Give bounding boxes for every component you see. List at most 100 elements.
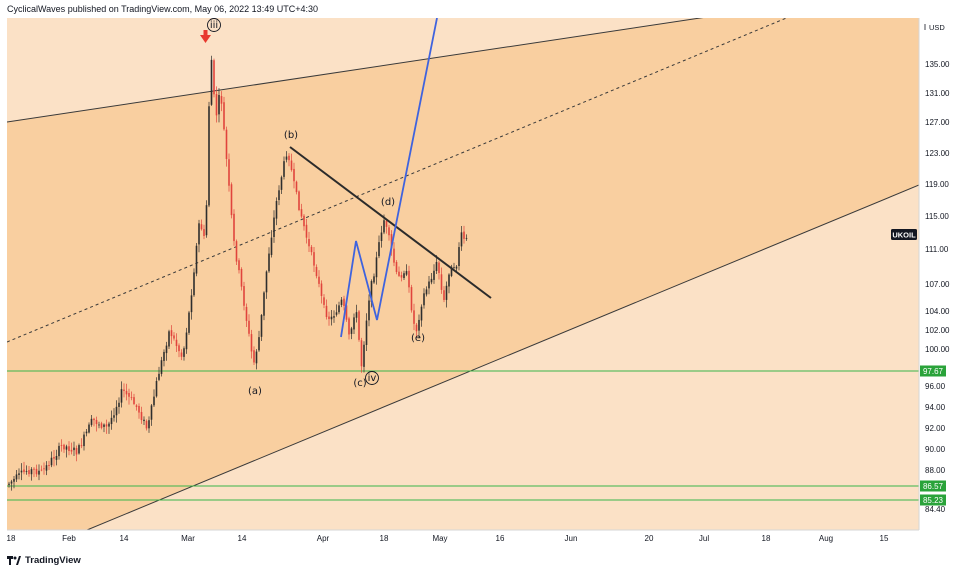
- candles: [8, 55, 468, 491]
- candle-body: [50, 457, 53, 466]
- candle-body: [453, 267, 455, 268]
- candle-body: [245, 306, 248, 321]
- candle-body: [138, 405, 140, 413]
- candle-body: [23, 469, 25, 473]
- candle-body: [218, 95, 220, 115]
- candle-body: [75, 448, 78, 455]
- candle-body: [293, 168, 295, 182]
- publish-date: May 06, 2022 13:49 UTC+4:30: [194, 4, 318, 14]
- candle-body: [33, 468, 35, 470]
- candle-body: [448, 274, 450, 287]
- candle-body: [438, 262, 440, 274]
- candle-body: [313, 252, 315, 266]
- y-tick-label: 100.00: [925, 345, 950, 354]
- x-tick-label: Jul: [699, 534, 709, 543]
- candle-body: [178, 345, 180, 352]
- wave-label: (c): [353, 378, 366, 389]
- candle-body: [253, 350, 255, 363]
- candle-body: [240, 268, 243, 287]
- candle-body: [428, 281, 430, 289]
- candle-body: [108, 423, 110, 427]
- time-axis[interactable]: 18 Feb 14 Mar 14 Apr 18 May 16 Jun 20 Jul 18 Aug 15: [7, 534, 889, 543]
- candle-body: [230, 184, 233, 216]
- candle-body: [13, 478, 15, 482]
- candle-body: [233, 213, 235, 242]
- candle-body: [338, 305, 340, 313]
- candle-body: [335, 312, 338, 315]
- candle-body: [370, 281, 373, 302]
- candle-body: [95, 419, 98, 425]
- candle-body: [190, 295, 193, 313]
- x-tick-label: 18: [7, 534, 16, 543]
- price-axis[interactable]: 135.00 131.00 127.00 123.00 119.00 115.00 111.…: [925, 60, 950, 514]
- candle-body: [390, 234, 393, 249]
- wave-label: (b): [284, 130, 298, 141]
- symbol-label: UKOIL: [892, 230, 916, 239]
- candle-body: [420, 306, 423, 321]
- y-tick-label: 88.00: [925, 466, 946, 475]
- candle-body: [345, 305, 348, 320]
- candle-body: [43, 468, 45, 470]
- candle-body: [163, 351, 165, 361]
- candle-body: [238, 260, 240, 271]
- candle-body: [423, 293, 425, 306]
- candle-body: [8, 483, 10, 485]
- candle-body: [155, 380, 158, 397]
- candle-body: [248, 320, 250, 334]
- candle-body: [123, 389, 125, 391]
- candle-body: [300, 209, 303, 217]
- candle-body: [385, 220, 388, 227]
- candle-body: [440, 274, 443, 290]
- x-tick-label: 18: [380, 534, 389, 543]
- candle-body: [153, 396, 155, 406]
- y-tick-label: 131.00: [925, 89, 950, 98]
- channel-upper-line: [7, 18, 704, 123]
- candle-body: [450, 266, 453, 276]
- candle-body: [203, 229, 205, 237]
- candle-body: [368, 300, 370, 321]
- wave-label: iv: [368, 373, 377, 384]
- candle-body: [208, 106, 210, 206]
- candle-body: [393, 248, 395, 263]
- candle-body: [20, 470, 23, 473]
- candle-body: [463, 231, 465, 239]
- currency-indicator[interactable]: USD: [924, 23, 945, 32]
- candle-body: [48, 465, 50, 466]
- candle-body: [375, 257, 378, 278]
- candle-body: [183, 348, 185, 357]
- candle-body: [328, 316, 330, 320]
- x-tick-label: 14: [120, 534, 129, 543]
- y-tick-label: 135.00: [925, 60, 950, 69]
- candle-body: [63, 444, 65, 450]
- candle-body: [25, 471, 28, 472]
- y-tick-label: 111.00: [925, 245, 949, 254]
- y-tick-label: 104.00: [925, 307, 950, 316]
- candle-body: [400, 275, 403, 278]
- symbol-tag: UKOIL: [891, 229, 917, 240]
- candle-body: [288, 155, 290, 161]
- published-on-text: published on TradingView.com,: [67, 4, 193, 14]
- x-tick-label: Jun: [565, 534, 578, 543]
- candle-body: [380, 232, 383, 241]
- footer-branding[interactable]: TradingView: [7, 553, 81, 567]
- candle-body: [305, 224, 308, 238]
- candle-body: [143, 419, 145, 422]
- wave-label: (a): [248, 386, 262, 397]
- x-tick-label: Aug: [819, 534, 833, 543]
- candle-body: [60, 445, 63, 446]
- candle-body: [85, 431, 88, 434]
- candle-body: [263, 292, 265, 316]
- candle-body: [193, 272, 195, 296]
- candle-body: [15, 474, 18, 480]
- candle-body: [173, 335, 175, 339]
- candle-body: [185, 332, 188, 350]
- candle-body: [223, 102, 225, 130]
- candle-body: [73, 447, 75, 451]
- candle-body: [120, 389, 123, 403]
- publisher-name[interactable]: CyclicalWaves: [7, 4, 66, 14]
- candle-body: [80, 445, 83, 447]
- candle-body: [28, 470, 30, 475]
- candle-body: [35, 468, 38, 475]
